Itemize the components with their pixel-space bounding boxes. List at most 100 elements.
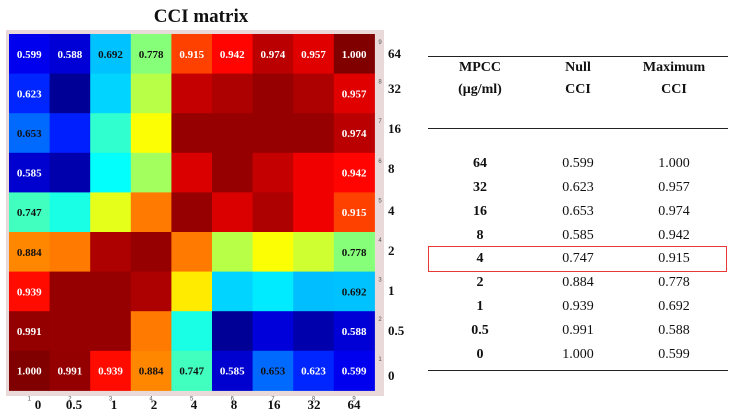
cell-value-label: 0.884 xyxy=(139,366,164,378)
cell-value-label: 0.778 xyxy=(139,49,164,61)
cell-value-label: 0.599 xyxy=(17,49,42,61)
small-y-tick: 9 xyxy=(378,40,382,46)
table-value-cell: 0.692 xyxy=(658,299,690,314)
table-value-cell: 0.942 xyxy=(658,228,690,243)
cell-value-label: 0.599 xyxy=(342,366,367,378)
table-value-cell: 0.915 xyxy=(658,251,690,266)
heatmap-cell xyxy=(171,34,213,75)
cell-value-label: 0.588 xyxy=(342,326,367,338)
heatmap-cell xyxy=(293,152,335,193)
small-y-tick: 1 xyxy=(378,357,382,363)
table-mpcc-cell: 64 xyxy=(473,156,487,171)
small-y-tick: 3 xyxy=(378,278,382,284)
heatmap-cell xyxy=(212,192,254,233)
small-y-tick: 4 xyxy=(378,238,382,244)
heatmap-cell xyxy=(333,192,375,233)
small-x-tick: 9 xyxy=(352,396,356,402)
x-tick-label: 4 xyxy=(190,397,198,412)
heatmap-cell xyxy=(333,73,375,114)
cell-value-label: 0.884 xyxy=(17,247,42,259)
small-x-tick: 2 xyxy=(68,396,72,402)
x-tick-label: 1 xyxy=(110,397,118,412)
heatmap-cell xyxy=(90,192,132,233)
heatmap-cell xyxy=(293,113,335,154)
heatmap-cell xyxy=(90,113,132,154)
heatmap-cell xyxy=(333,152,375,193)
table-value-cell: 0.623 xyxy=(562,180,594,195)
table-value-cell: 0.599 xyxy=(658,347,690,362)
cell-value-label: 0.778 xyxy=(342,247,367,259)
heatmap-cell xyxy=(90,271,132,312)
heatmap-cell xyxy=(9,311,51,352)
heatmap-cell xyxy=(130,192,172,233)
x-tick-label: 0.5 xyxy=(65,397,83,412)
heatmap-cell xyxy=(49,73,91,114)
cell-value-label: 0.974 xyxy=(342,128,367,140)
heatmap-cell xyxy=(9,232,51,273)
heatmap-cell xyxy=(252,350,294,391)
small-x-tick: 4 xyxy=(149,396,153,402)
cell-value-label: 1.000 xyxy=(342,49,367,61)
heatmap-cell xyxy=(333,113,375,154)
heatmap-cell xyxy=(49,113,91,154)
y-tick-label: 2 xyxy=(388,243,395,258)
x-tick-label: 0 xyxy=(34,397,42,412)
table-mpcc-cell: 1 xyxy=(476,299,484,314)
cell-value-label: 0.957 xyxy=(301,49,326,61)
cell-value-label: 0.942 xyxy=(220,49,245,61)
small-x-tick: 8 xyxy=(312,396,316,402)
heatmap-cell xyxy=(293,232,335,273)
cell-value-label: 0.623 xyxy=(301,366,326,378)
heatmap-cell xyxy=(9,192,51,233)
heatmap-cell xyxy=(171,232,213,273)
table-mpcc-cell: 8 xyxy=(476,228,484,243)
y-tick-label: 16 xyxy=(388,121,401,136)
table-value-cell: 0.974 xyxy=(658,204,690,219)
heatmap-cell xyxy=(9,113,51,154)
heatmap-cell xyxy=(252,152,294,193)
heatmap-cell xyxy=(130,34,172,75)
chart-title: CCI matrix xyxy=(153,6,249,27)
heatmap-cell xyxy=(171,311,213,352)
cell-value-label: 0.623 xyxy=(17,88,42,100)
heatmap-cell xyxy=(212,152,254,193)
table-top-rule xyxy=(428,56,728,57)
heatmap-cell xyxy=(171,113,213,154)
cell-value-label: 0.747 xyxy=(17,207,42,219)
small-y-tick: 6 xyxy=(378,159,382,165)
heatmap-cell xyxy=(293,350,335,391)
table-mpcc-cell: 0.5 xyxy=(471,323,489,338)
table-value-cell: 1.000 xyxy=(562,347,594,362)
table-header: MPCC xyxy=(459,60,501,75)
cell-value-label: 0.585 xyxy=(17,168,42,180)
y-tick-label: 64 xyxy=(388,46,401,61)
heatmap-cell xyxy=(293,271,335,312)
table-value-cell: 0.939 xyxy=(562,299,594,314)
heatmap-cell xyxy=(212,350,254,391)
heatmap-cell xyxy=(171,271,213,312)
heatmap-cell xyxy=(333,311,375,352)
heatmap-cell xyxy=(9,152,51,193)
heatmap-cell xyxy=(49,271,91,312)
table-mpcc-cell: 16 xyxy=(473,204,487,219)
heatmap-cell xyxy=(130,152,172,193)
heatmap-cell xyxy=(171,152,213,193)
cell-value-label: 0.653 xyxy=(17,128,42,140)
heatmap-cell xyxy=(130,113,172,154)
heatmap-cell xyxy=(171,73,213,114)
cell-value-label: 0.588 xyxy=(58,49,83,61)
heatmap-cell xyxy=(9,34,51,75)
cell-value-label: 0.915 xyxy=(179,49,204,61)
x-tick-label: 8 xyxy=(230,397,238,412)
table-bottom-rule xyxy=(428,370,728,371)
heatmap-cell xyxy=(293,192,335,233)
heatmap-cell xyxy=(90,350,132,391)
cell-value-label: 0.991 xyxy=(17,326,42,338)
cell-value-label: 0.692 xyxy=(342,286,367,298)
heatmap-cell xyxy=(252,113,294,154)
table-value-cell: 0.653 xyxy=(562,204,594,219)
table-value-cell: 0.778 xyxy=(658,275,690,290)
x-tick-label: 2 xyxy=(150,397,158,412)
small-y-tick: 7 xyxy=(378,119,382,125)
